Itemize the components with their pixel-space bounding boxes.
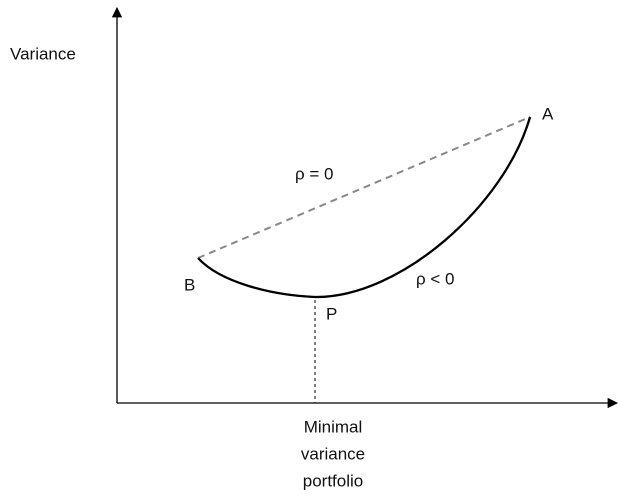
point-label: A — [542, 104, 554, 123]
y-axis-label: Variance — [10, 44, 76, 63]
dashed-line-rho-zero — [197, 116, 531, 259]
x-label-line: Minimal — [304, 417, 363, 436]
point-label: P — [326, 304, 337, 323]
curve-label: ρ < 0 — [416, 269, 455, 288]
x-label-line: variance — [301, 444, 365, 463]
curve-label: ρ = 0 — [295, 164, 334, 183]
x-label-line: portfolio — [303, 471, 363, 490]
curve-rho-negative — [197, 116, 532, 299]
point-label: B — [184, 275, 195, 294]
